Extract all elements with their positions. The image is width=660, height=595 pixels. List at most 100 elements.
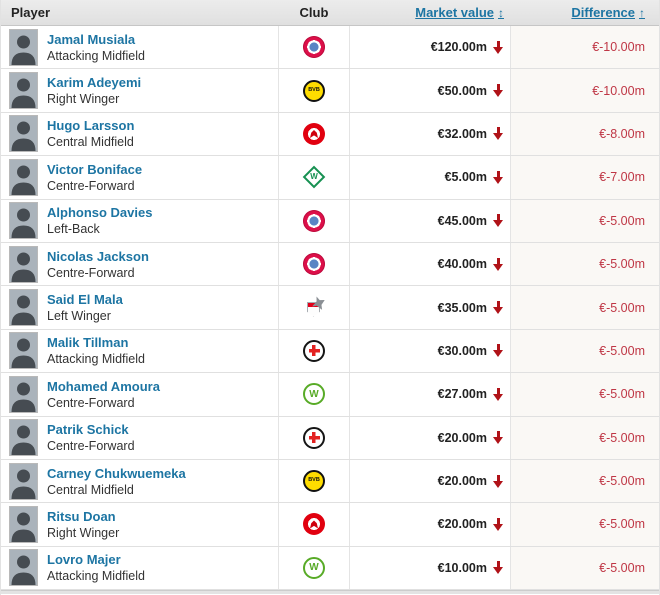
player-name-link[interactable]: Carney Chukwuemeka bbox=[47, 465, 186, 481]
player-photo[interactable] bbox=[9, 289, 38, 327]
club-logo-bayern[interactable] bbox=[303, 209, 325, 232]
player-name-link[interactable]: Jamal Musiala bbox=[47, 31, 136, 47]
player-photo[interactable] bbox=[9, 462, 38, 500]
player-name-link[interactable]: Mohamed Amoura bbox=[47, 378, 160, 394]
difference-text: €-7.00m bbox=[599, 170, 645, 185]
difference-cell: €-5.00m bbox=[510, 546, 659, 590]
table-row: Ritsu Doan Right Winger €20.00m €-5.00m bbox=[1, 503, 659, 547]
market-value-text: €5.00m bbox=[444, 170, 487, 185]
player-name-link[interactable]: Karim Adeyemi bbox=[47, 75, 142, 91]
club-logo-leverkusen[interactable] bbox=[303, 426, 325, 449]
player-photo[interactable] bbox=[9, 72, 38, 110]
player-photo[interactable] bbox=[9, 375, 38, 413]
trend-down-icon bbox=[493, 344, 504, 358]
player-name-link[interactable]: Lovro Majer bbox=[47, 552, 121, 568]
trend-down-icon bbox=[493, 40, 504, 54]
player-name-link[interactable]: Alphonso Davies bbox=[47, 205, 153, 221]
difference-cell: €-10.00m bbox=[510, 26, 659, 69]
player-cell: Said El Mala Left Winger bbox=[1, 286, 278, 328]
club-logo-koeln[interactable] bbox=[303, 297, 325, 319]
club-logo-frankfurt[interactable] bbox=[303, 513, 325, 536]
player-meta: Alphonso Davies Left-Back bbox=[47, 205, 152, 236]
market-value-header-label: Market value bbox=[415, 5, 494, 20]
club-cell bbox=[278, 26, 350, 69]
player-position: Centre-Forward bbox=[47, 395, 135, 410]
market-value-cell: €20.00m bbox=[350, 503, 510, 545]
sort-asc-icon[interactable]: ↑ bbox=[639, 5, 645, 20]
player-name-link[interactable]: Victor Boniface bbox=[47, 161, 143, 177]
difference-cell: €-5.00m bbox=[510, 459, 659, 503]
market-value-text: €120.00m bbox=[430, 40, 487, 55]
club-logo-bayern[interactable] bbox=[303, 36, 325, 59]
player-meta: Patrik Schick Centre-Forward bbox=[47, 422, 135, 453]
market-value-sort-link[interactable]: Market value ↕ bbox=[415, 5, 504, 20]
player-position: Right Winger bbox=[47, 525, 120, 540]
player-silhouette-icon bbox=[10, 29, 37, 65]
club-cell bbox=[278, 503, 350, 546]
trend-down-icon bbox=[493, 257, 504, 271]
market-value-cell: €35.00m bbox=[350, 286, 510, 328]
player-photo[interactable] bbox=[9, 115, 38, 153]
difference-text: €-5.00m bbox=[599, 257, 645, 272]
player-photo[interactable] bbox=[9, 505, 38, 543]
club-logo-dortmund[interactable] bbox=[303, 470, 325, 493]
difference-cell: €-5.00m bbox=[510, 329, 659, 373]
market-value-cell: €10.00m bbox=[350, 547, 510, 589]
player-name-link[interactable]: Nicolas Jackson bbox=[47, 248, 149, 264]
player-photo[interactable] bbox=[9, 28, 38, 66]
table-row: Jamal Musiala Attacking Midfield €120.00… bbox=[1, 26, 659, 70]
club-logo-bayern[interactable] bbox=[303, 253, 325, 276]
player-meta: Nicolas Jackson Centre-Forward bbox=[47, 249, 149, 280]
market-value-text: €20.00m bbox=[437, 430, 487, 445]
table-row: Karim Adeyemi Right Winger €50.00m €-10.… bbox=[1, 69, 659, 113]
club-logo-wolfsburg[interactable] bbox=[303, 383, 325, 406]
player-photo[interactable] bbox=[9, 245, 38, 283]
difference-cell: €-5.00m bbox=[510, 199, 659, 242]
player-meta: Victor Boniface Centre-Forward bbox=[47, 162, 142, 193]
club-cell bbox=[278, 156, 350, 199]
player-photo[interactable] bbox=[9, 158, 38, 196]
club-logo-wolfsburg[interactable] bbox=[303, 556, 325, 579]
club-logo-werder[interactable] bbox=[303, 166, 325, 188]
trend-down-icon bbox=[493, 170, 504, 184]
player-photo[interactable] bbox=[9, 549, 38, 587]
trend-down-icon bbox=[493, 387, 504, 401]
market-value-cell: €5.00m bbox=[350, 156, 510, 198]
club-logo-dortmund[interactable] bbox=[303, 79, 325, 102]
player-photo[interactable] bbox=[9, 202, 38, 240]
column-header-difference: Difference ↑ bbox=[510, 0, 659, 25]
player-cell: Alphonso Davies Left-Back bbox=[1, 200, 278, 242]
player-photo[interactable] bbox=[9, 332, 38, 370]
player-cell: Nicolas Jackson Centre-Forward bbox=[1, 243, 278, 285]
club-cell bbox=[278, 242, 350, 286]
player-name-link[interactable]: Hugo Larsson bbox=[47, 118, 135, 134]
difference-cell: €-7.00m bbox=[510, 156, 659, 199]
difference-sort-link[interactable]: Difference ↑ bbox=[571, 5, 645, 20]
player-meta: Lovro Majer Attacking Midfield bbox=[47, 552, 145, 583]
player-photo[interactable] bbox=[9, 419, 38, 457]
player-name-link[interactable]: Patrik Schick bbox=[47, 422, 129, 438]
table-row: Lovro Majer Attacking Midfield €10.00m €… bbox=[1, 546, 659, 591]
player-name-link[interactable]: Malik Tillman bbox=[47, 335, 129, 351]
market-value-text: €10.00m bbox=[437, 560, 487, 575]
table-row: Nicolas Jackson Centre-Forward €40.00m €… bbox=[1, 242, 659, 287]
table-header: Player Club Market value ↕ Difference ↑ bbox=[1, 0, 659, 26]
player-meta: Jamal Musiala Attacking Midfield bbox=[47, 32, 145, 63]
table-body: Jamal Musiala Attacking Midfield €120.00… bbox=[1, 26, 659, 591]
trend-down-icon bbox=[493, 301, 504, 315]
club-cell bbox=[278, 69, 350, 112]
sort-both-icon[interactable]: ↕ bbox=[498, 5, 504, 20]
trend-down-icon bbox=[493, 84, 504, 98]
difference-text: €-5.00m bbox=[599, 300, 645, 315]
player-name-link[interactable]: Said El Mala bbox=[47, 292, 123, 308]
player-cell: Victor Boniface Centre-Forward bbox=[1, 156, 278, 198]
club-header-label: Club bbox=[299, 5, 329, 20]
trend-down-icon bbox=[493, 127, 504, 141]
club-logo-frankfurt[interactable] bbox=[303, 122, 325, 145]
player-silhouette-icon bbox=[10, 116, 37, 152]
market-value-text: €30.00m bbox=[437, 343, 487, 358]
player-name-link[interactable]: Ritsu Doan bbox=[47, 508, 116, 524]
club-logo-leverkusen[interactable] bbox=[303, 339, 325, 362]
player-meta: Hugo Larsson Central Midfield bbox=[47, 118, 134, 149]
